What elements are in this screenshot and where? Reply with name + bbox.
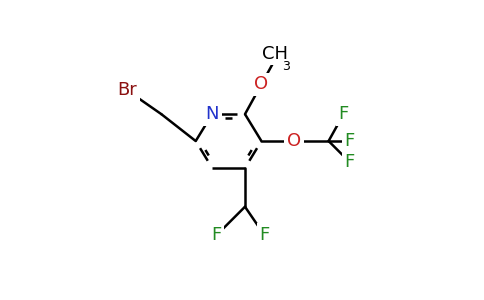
Text: F: F: [345, 153, 355, 171]
Text: 3: 3: [282, 60, 290, 73]
Text: F: F: [212, 226, 222, 244]
Text: N: N: [205, 105, 219, 123]
Text: F: F: [338, 105, 348, 123]
Text: F: F: [259, 226, 270, 244]
Text: Br: Br: [117, 81, 137, 99]
Text: O: O: [255, 75, 269, 93]
Text: F: F: [345, 132, 355, 150]
Text: O: O: [287, 132, 302, 150]
Text: CH: CH: [262, 45, 288, 63]
